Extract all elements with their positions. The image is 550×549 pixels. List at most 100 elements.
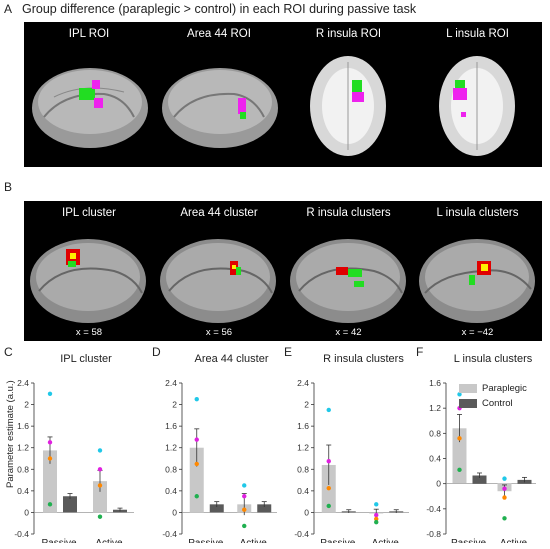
subject-point [47, 440, 53, 445]
subject-point [97, 483, 103, 488]
y-tick-label: 1.6 [17, 421, 29, 431]
subject-point [374, 519, 379, 525]
y-tick-label: 0 [436, 479, 441, 489]
chart-f: F L insula clusters -0.8 -0.4 0 0.4 0.8 1.2 1.6 P… [412, 343, 542, 543]
legend: Paraplegic Control [459, 383, 527, 413]
slice-coordinate: x = −42 [461, 327, 494, 338]
legend-item-paraplegic: Paraplegic [459, 383, 527, 394]
chart-svg: -0.8 -0.4 0 0.4 0.8 1.2 1.6 Passive Active [426, 378, 536, 543]
y-tick-label: 0.4 [429, 454, 441, 464]
y-tick-label: 1.6 [165, 421, 177, 431]
legend-swatch [459, 399, 477, 408]
bar-paraplegic [93, 481, 107, 513]
y-tick-label: 0 [304, 507, 309, 517]
subject-point [326, 458, 331, 464]
y-tick-label: 1.6 [429, 378, 441, 388]
cluster-panel-area44: Area 44 cluster x = 56 [154, 201, 284, 341]
subject-point [194, 396, 199, 402]
y-tick-label: -0.4 [294, 529, 309, 539]
roi-panel-area44: Area 44 ROI [154, 22, 284, 167]
chart-svg: -0.4 0 0.4 0.8 1.2 1.6 2 2.4 Passive Active [14, 378, 134, 543]
subject-point [194, 494, 199, 499]
y-tick-label: -0.4 [162, 529, 177, 539]
panel-label-b: B [4, 180, 13, 194]
bar-control [209, 504, 224, 513]
y-tick-label: 1.2 [429, 403, 441, 413]
cluster-panel-ipl: IPL cluster x = 58 [24, 201, 154, 341]
subject-point [326, 503, 331, 509]
roi-title: IPL ROI [68, 28, 110, 40]
subject-point [502, 476, 507, 481]
x-tick-label: Active [500, 538, 528, 543]
chart-e: E R insula clusters -0.4 0 0.4 0.8 1.2 1.6 2 2.4 P… [280, 343, 415, 543]
subject-point [194, 437, 199, 442]
chart-d: D Area 44 cluster -0.4 0 0.4 0.8 1.2 1.6 2 2.4 Pas… [148, 343, 283, 543]
y-tick-label: 1.2 [165, 443, 177, 453]
slice-coordinate: x = 56 [205, 327, 233, 338]
cluster-figure-strip: IPL cluster x = 58 Area 44 cluster x = 5… [24, 201, 542, 341]
cluster-panel-l-insula: L insula clusters x = −42 [413, 201, 542, 341]
cluster-title: Area 44 cluster [180, 207, 258, 219]
y-tick-label: 0.4 [17, 486, 29, 496]
roi-panel-l-insula: L insula ROI [413, 22, 542, 167]
chart-title: Area 44 cluster [194, 353, 269, 365]
bar-paraplegic [43, 450, 57, 513]
y-tick-label: 2.4 [17, 378, 29, 388]
panel-label: C [4, 345, 13, 359]
subject-point [374, 512, 379, 518]
subject-point [457, 392, 462, 397]
subject-point [47, 502, 53, 507]
subject-point [47, 456, 53, 461]
cluster-title: R insula clusters [306, 207, 391, 219]
y-tick-label: 1.6 [297, 421, 309, 431]
bar-control [257, 504, 272, 513]
chart-svg: -0.4 0 0.4 0.8 1.2 1.6 2 2.4 Passive Active [294, 378, 409, 543]
panel-label-a: A [4, 2, 13, 16]
y-tick-label: 0.8 [429, 428, 441, 438]
x-tick-label: Passive [41, 538, 76, 543]
y-tick-label: -0.4 [14, 529, 29, 539]
subject-point [47, 391, 53, 396]
roi-panel-r-insula: R insula ROI [284, 22, 413, 167]
slice-coordinate: x = 58 [75, 327, 103, 338]
subject-point [97, 467, 103, 472]
bar-paraplegic [452, 428, 467, 484]
x-tick-label: Passive [451, 538, 486, 543]
bar-control [63, 496, 77, 513]
chart-c: C IPL cluster -0.4 0 0.4 0.8 1.2 1.6 2 2.4 Passive… [0, 343, 140, 543]
subject-point [242, 483, 247, 488]
subject-point [374, 502, 379, 507]
y-tick-label: 0.8 [17, 464, 29, 474]
chart-title: IPL cluster [60, 353, 112, 365]
cluster-panel-r-insula: R insula clusters x = 42 [284, 201, 413, 341]
y-tick-label: 0.4 [297, 486, 309, 496]
panel-label: E [284, 345, 293, 359]
y-tick-label: 2.4 [165, 378, 177, 388]
chart-title: R insula clusters [323, 353, 404, 365]
panel-label: D [152, 345, 161, 359]
x-tick-label: Active [240, 538, 268, 543]
subject-point [242, 494, 247, 499]
x-tick-label: Passive [188, 538, 223, 543]
panel-label: F [416, 345, 424, 359]
y-tick-label: 1.2 [297, 443, 309, 453]
x-tick-label: Active [372, 538, 400, 543]
subject-point [326, 407, 331, 413]
subject-point [374, 516, 379, 522]
subject-point [97, 448, 103, 453]
y-tick-label: 0 [172, 507, 177, 517]
bar-paraplegic [189, 447, 204, 513]
y-tick-label: 2 [304, 400, 309, 410]
subject-point [502, 486, 507, 491]
cluster-title: IPL cluster [62, 207, 116, 219]
subject-point [194, 461, 199, 467]
x-tick-label: Active [95, 538, 123, 543]
legend-label: Paraplegic [482, 383, 527, 394]
y-tick-label: 2.4 [297, 378, 309, 388]
subject-point [97, 514, 103, 519]
roi-title: Area 44 ROI [187, 28, 251, 40]
subject-point [502, 516, 507, 521]
section-a-title: Group difference (paraplegic > control) … [22, 2, 417, 16]
y-tick-label: 2 [172, 400, 177, 410]
chart-title: L insula clusters [453, 353, 533, 365]
